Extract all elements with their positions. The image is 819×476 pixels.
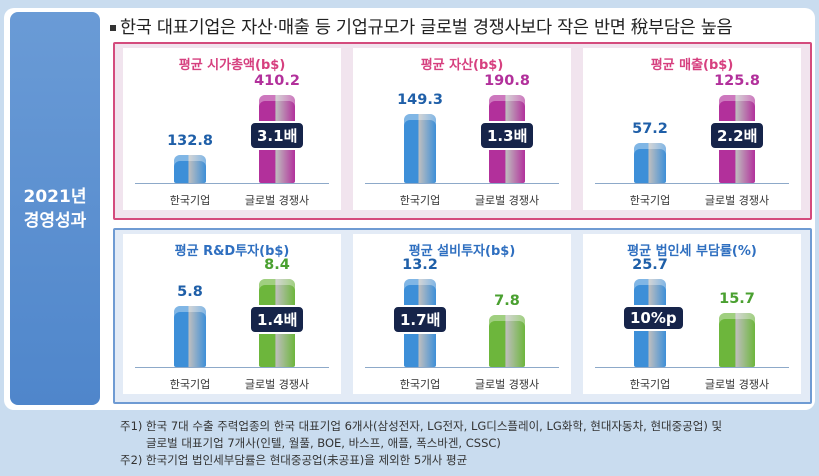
category-label: 한국기업 xyxy=(169,194,211,207)
value-label: 5.8 xyxy=(177,284,203,301)
baseline xyxy=(595,367,789,368)
value-label: 13.2 xyxy=(402,257,438,273)
ratio-badge: 3.1배 xyxy=(249,120,306,150)
baseline xyxy=(365,367,559,368)
category-label: 글로벌 경쟁사 xyxy=(704,378,770,391)
category-label: 한국기업 xyxy=(629,378,671,391)
value-label: 15.7 xyxy=(719,291,755,308)
chart-title: 평균 설비투자(b$) xyxy=(408,244,516,259)
investment-tax-group: 평균 R&D투자(b$) 5.8 한국기업 8.4 글로벌 경쟁사 1.4배 평균 설비투자… xyxy=(113,228,812,404)
chart-title: 평균 R&D투자(b$) xyxy=(174,244,290,259)
category-label: 글로벌 경쟁사 xyxy=(704,194,770,207)
category-label: 한국기업 xyxy=(629,194,671,207)
baseline xyxy=(135,367,329,368)
value-label: 132.8 xyxy=(167,132,213,149)
chart-panel: 평균 매출(b$) 57.2 한국기업 125.8 글로벌 경쟁사 2.2배 xyxy=(583,48,801,210)
category-label: 한국기업 xyxy=(169,378,211,391)
side-label-title: 경영성과 xyxy=(23,210,87,231)
value-label: 190.8 xyxy=(484,73,530,89)
value-label: 7.8 xyxy=(494,293,520,309)
baseline xyxy=(135,183,329,184)
footnote-1: 주1) 한국 7대 수출 주력업종의 한국 대표기업 6개사(삼성전자, LG전… xyxy=(120,419,723,433)
chart-title: 평균 시가총액(b$) xyxy=(178,58,286,73)
chart-title: 평균 법인세 부담률(%) xyxy=(627,244,757,259)
bar-global xyxy=(489,315,525,367)
footnotes: 주1) 한국 7대 수출 주력업종의 한국 대표기업 6개사(삼성전자, LG전… xyxy=(120,418,722,469)
bar-korea xyxy=(634,142,666,183)
value-label: 57.2 xyxy=(632,120,668,137)
chart-title: 평균 매출(b$) xyxy=(650,58,734,73)
side-label: 2021년 경영성과 xyxy=(10,12,100,405)
category-label: 한국기업 xyxy=(399,194,441,207)
baseline xyxy=(595,183,789,184)
chart-panel: 평균 설비투자(b$) 13.2 한국기업 1.7배 7.8 글로벌 경쟁사 xyxy=(353,234,571,394)
footnote-2: 주2) 한국기업 법인세부담률은 현대중공업(未공표)을 제외한 5개사 평균 xyxy=(120,453,468,467)
value-label: 8.4 xyxy=(264,257,290,273)
category-label: 한국기업 xyxy=(399,378,441,391)
bar-korea xyxy=(174,306,206,367)
side-label-year: 2021년 xyxy=(23,186,87,207)
headline: 한국 대표기업은 자산·매출 등 기업규모가 글로벌 경쟁사보다 작은 반면 稅… xyxy=(110,14,733,39)
ratio-badge: 2.2배 xyxy=(709,120,766,150)
ratio-badge: 1.7배 xyxy=(392,304,449,334)
chart-title: 평균 자산(b$) xyxy=(420,58,504,73)
baseline xyxy=(365,183,559,184)
category-label: 글로벌 경쟁사 xyxy=(244,378,310,391)
bullet-icon xyxy=(110,25,116,31)
bar-korea xyxy=(404,114,436,183)
chart-panel: 평균 자산(b$) 149.3 한국기업 190.8 글로벌 경쟁사 1.3배 xyxy=(353,48,571,210)
bar-korea xyxy=(174,154,206,183)
category-label: 글로벌 경쟁사 xyxy=(474,378,540,391)
value-label: 410.2 xyxy=(254,73,300,89)
chart-panel: 평균 R&D투자(b$) 5.8 한국기업 8.4 글로벌 경쟁사 1.4배 xyxy=(123,234,341,394)
size-comparison-group: 평균 시가총액(b$) 132.8 한국기업 410.2 글로벌 경쟁사 3.1배 평균 자… xyxy=(113,42,812,220)
footnote-1-cont: 글로벌 대표기업 7개사(인텔, 월풀, BOE, 바스프, 애플, 폭스바겐,… xyxy=(146,436,501,450)
chart-panel: 평균 시가총액(b$) 132.8 한국기업 410.2 글로벌 경쟁사 3.1배 xyxy=(123,48,341,210)
category-label: 글로벌 경쟁사 xyxy=(474,194,540,207)
ratio-badge: 10%p xyxy=(622,304,685,331)
bar-global xyxy=(719,313,755,367)
chart-panel: 평균 법인세 부담률(%) 25.7 한국기업 10%p 15.7 글로벌 경쟁사 xyxy=(583,234,801,394)
value-label: 149.3 xyxy=(397,92,443,109)
category-label: 글로벌 경쟁사 xyxy=(244,194,310,207)
value-label: 25.7 xyxy=(632,257,668,273)
headline-text: 한국 대표기업은 자산·매출 등 기업규모가 글로벌 경쟁사보다 작은 반면 稅… xyxy=(120,18,733,38)
ratio-badge: 1.4배 xyxy=(249,304,306,334)
ratio-badge: 1.3배 xyxy=(479,120,536,150)
value-label: 125.8 xyxy=(714,73,760,89)
